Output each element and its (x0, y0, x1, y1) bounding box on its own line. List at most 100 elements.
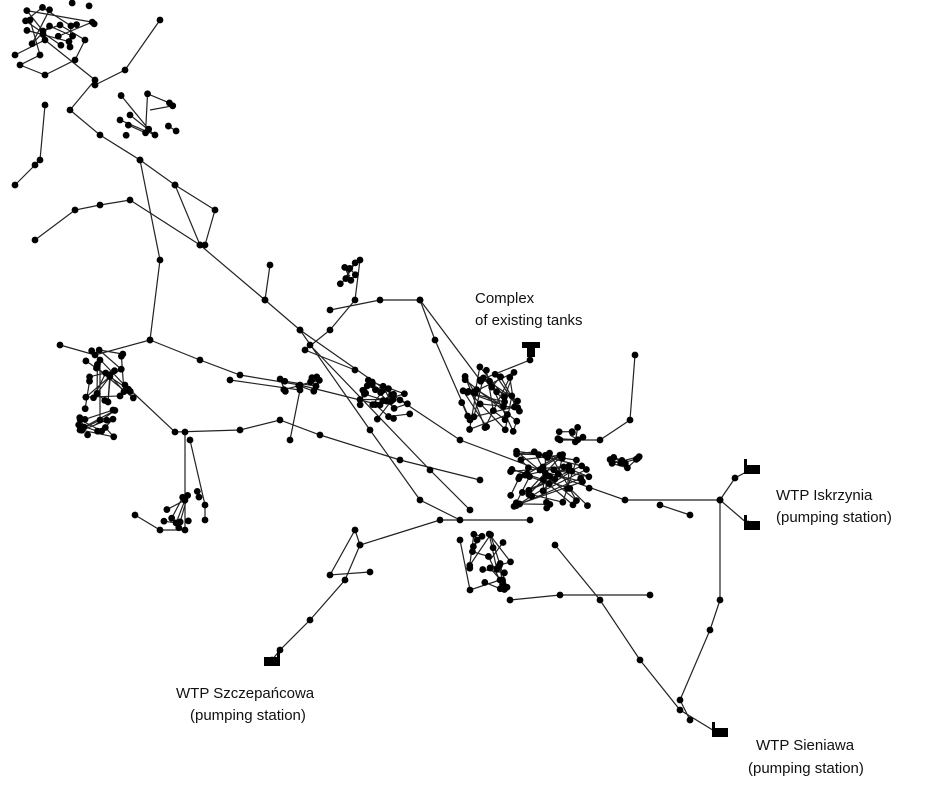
junction (202, 502, 209, 509)
junction (477, 378, 484, 385)
junction (111, 367, 118, 374)
network-diagram: Complex of existing tanks WTP Iskrzynia … (0, 0, 926, 780)
junction (374, 416, 381, 423)
junction (119, 351, 126, 358)
junction (634, 455, 641, 462)
junction (72, 207, 79, 214)
junction (500, 539, 507, 546)
junction (471, 413, 478, 420)
labels: Complex of existing tanks WTP Iskrzynia … (176, 290, 892, 777)
junction (277, 417, 284, 424)
junction (492, 371, 499, 378)
junction (127, 112, 134, 119)
junction (88, 347, 95, 354)
junction (467, 587, 474, 594)
junction (82, 405, 89, 412)
junction (557, 452, 564, 459)
junction (185, 517, 192, 524)
junction (182, 527, 189, 534)
junction (69, 0, 76, 6)
label-line: of existing tanks (475, 312, 583, 329)
junction (202, 242, 209, 249)
junction (163, 506, 170, 513)
junction (543, 505, 550, 512)
pipe (15, 105, 45, 185)
junction (391, 405, 398, 412)
label-line: WTP Szczepańcowa (176, 685, 315, 702)
junction (102, 424, 109, 431)
junction (609, 460, 616, 467)
junction (552, 542, 559, 549)
junction (516, 501, 523, 508)
junction (507, 492, 514, 499)
junction (490, 407, 497, 414)
junction (717, 597, 724, 604)
junction (556, 428, 563, 435)
junction (127, 197, 134, 204)
junction (514, 404, 521, 411)
junction (380, 387, 387, 394)
junction (161, 518, 168, 525)
pump-flag (277, 651, 280, 659)
junction (510, 428, 517, 435)
junction (172, 182, 179, 189)
junction (165, 123, 172, 130)
junction (488, 384, 495, 391)
junction (37, 52, 44, 59)
junction (531, 448, 538, 455)
tank-base (527, 348, 535, 357)
pump-icon (744, 515, 760, 530)
junction (476, 364, 483, 371)
junction (566, 467, 573, 474)
junction (352, 527, 359, 534)
label-line: Complex (475, 290, 535, 307)
junction (357, 542, 364, 549)
junction (194, 488, 201, 495)
junction (72, 57, 79, 64)
junction (487, 565, 494, 572)
junction (123, 132, 130, 139)
junction (66, 38, 73, 45)
junction (307, 342, 314, 349)
junction (295, 382, 302, 389)
junction (91, 20, 98, 27)
junction (457, 537, 464, 544)
junction (86, 378, 93, 385)
junction (477, 477, 484, 484)
junction (585, 473, 592, 480)
junction (94, 390, 101, 397)
pipe (135, 432, 185, 530)
pipe (150, 106, 173, 110)
junction (564, 485, 571, 492)
junction (55, 33, 62, 40)
junction (462, 376, 469, 383)
junction (40, 31, 47, 38)
junction (559, 499, 566, 506)
junction (397, 397, 404, 404)
junction (118, 92, 125, 99)
junction (82, 416, 89, 423)
junction (465, 388, 472, 395)
pipe (305, 260, 360, 370)
junction (102, 370, 109, 377)
junction (546, 480, 553, 487)
junction (281, 378, 288, 385)
junction (390, 391, 397, 398)
junction (570, 501, 577, 508)
junction (172, 429, 179, 436)
junction (493, 388, 500, 395)
pipe (60, 160, 160, 355)
junction (137, 157, 144, 164)
junction (502, 426, 509, 433)
junction (110, 407, 117, 414)
pipe (95, 20, 160, 85)
pipes (15, 7, 750, 732)
junction (341, 264, 348, 271)
pump-flag (712, 722, 715, 730)
junction (555, 435, 562, 442)
junction (84, 431, 91, 438)
junction (125, 122, 132, 129)
junction (237, 427, 244, 434)
junction (267, 262, 274, 269)
junction (732, 475, 739, 482)
